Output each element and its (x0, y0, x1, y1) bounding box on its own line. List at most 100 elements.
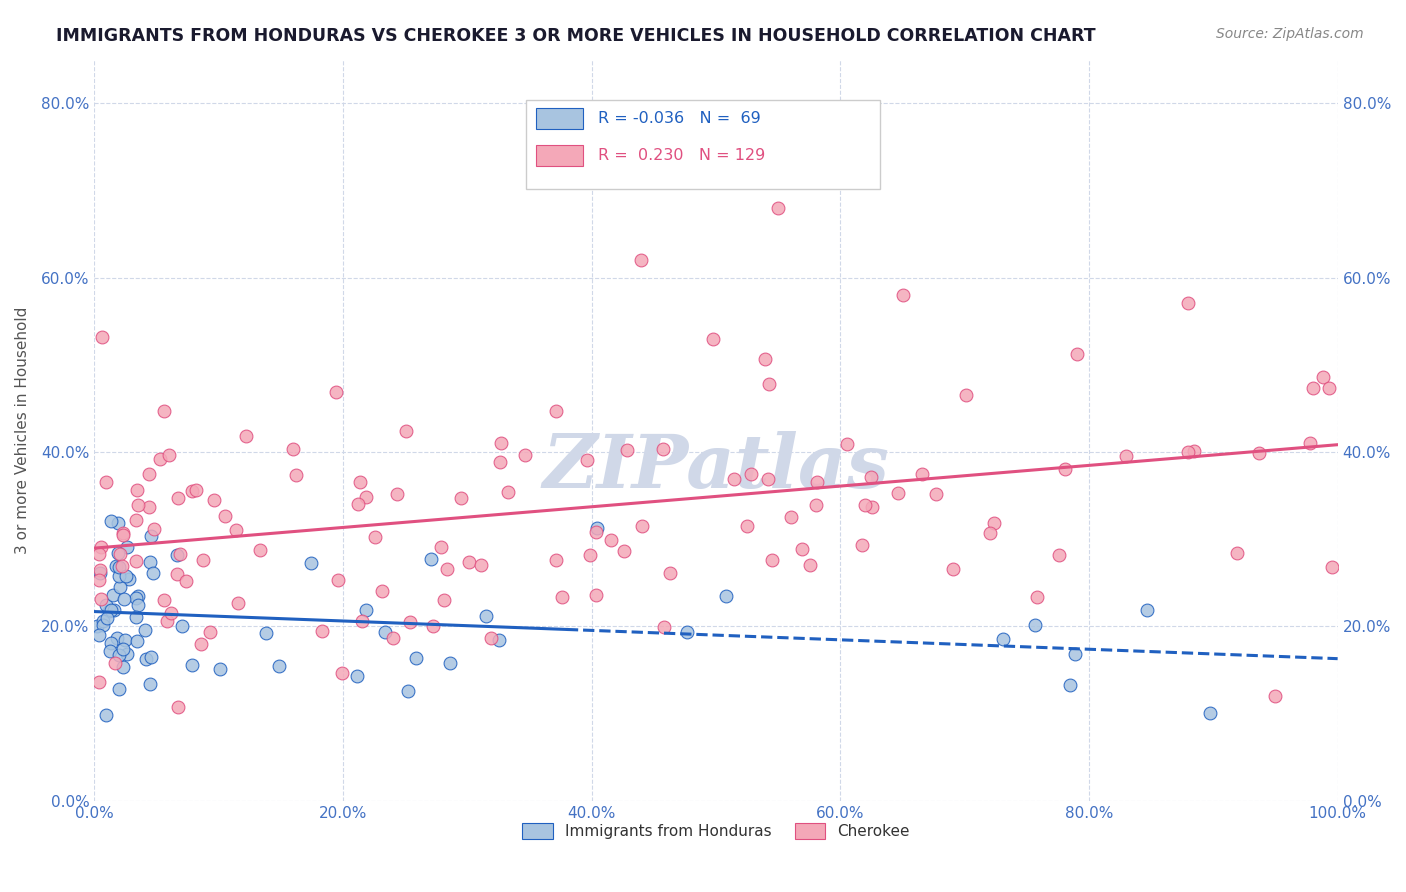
Point (436, 562, 458, 576)
Point (103, 603, 125, 617)
Point (1177, 296, 1199, 310)
Point (399, 615, 422, 629)
Point (125, 634, 148, 648)
FancyBboxPatch shape (536, 108, 583, 128)
Point (1026, 591, 1049, 605)
Point (98, 604, 121, 618)
Point (1312, 369, 1334, 384)
Point (470, 558, 492, 573)
Point (659, 566, 682, 581)
Point (254, 626, 277, 640)
Point (579, 548, 602, 562)
Point (346, 669, 368, 683)
Point (117, 648, 139, 662)
Point (125, 483, 148, 498)
Point (371, 584, 394, 599)
Point (631, 518, 654, 533)
Point (859, 470, 882, 484)
Point (475, 609, 498, 624)
Point (89, 566, 111, 580)
Point (112, 641, 135, 656)
Point (86, 619, 108, 633)
Point (142, 566, 165, 581)
Point (96, 611, 118, 625)
Point (652, 620, 675, 634)
Point (1322, 560, 1344, 574)
Point (127, 598, 149, 612)
Point (214, 508, 236, 523)
Point (139, 677, 162, 691)
Point (352, 614, 374, 628)
Point (100, 636, 122, 650)
Text: IMMIGRANTS FROM HONDURAS VS CHEROKEE 3 OR MORE VEHICLES IN HOUSEHOLD CORRELATION: IMMIGRANTS FROM HONDURAS VS CHEROKEE 3 O… (56, 27, 1095, 45)
Point (108, 580, 131, 594)
Point (585, 524, 607, 539)
Point (90, 329, 112, 343)
Point (983, 516, 1005, 530)
Point (374, 624, 396, 639)
Point (433, 592, 456, 607)
Point (496, 485, 519, 500)
Point (328, 573, 350, 587)
Point (1199, 706, 1222, 721)
Point (101, 588, 124, 602)
Point (439, 657, 461, 671)
Point (942, 561, 965, 575)
Point (1066, 347, 1088, 361)
Point (1249, 445, 1271, 459)
Point (226, 596, 249, 610)
Point (105, 631, 128, 645)
Point (107, 546, 129, 560)
Point (991, 632, 1014, 646)
Point (108, 648, 131, 662)
Point (138, 500, 160, 514)
Point (94, 475, 117, 489)
Point (405, 650, 427, 665)
Point (546, 553, 568, 567)
Legend: Immigrants from Honduras, Cherokee: Immigrants from Honduras, Cherokee (516, 817, 915, 845)
Point (385, 487, 408, 501)
Point (299, 556, 322, 570)
Point (543, 140, 565, 154)
Point (169, 547, 191, 561)
Point (491, 436, 513, 450)
Point (167, 700, 190, 714)
Point (325, 385, 347, 400)
Point (111, 558, 134, 573)
Point (887, 486, 910, 500)
Point (124, 554, 146, 568)
Point (152, 404, 174, 418)
Point (193, 553, 215, 567)
Point (170, 619, 193, 633)
Point (1302, 381, 1324, 395)
Point (599, 533, 621, 548)
Point (166, 548, 188, 562)
Point (488, 632, 510, 647)
Point (481, 631, 503, 645)
Point (157, 448, 180, 462)
Point (267, 658, 290, 673)
Point (87, 573, 110, 587)
Point (716, 590, 738, 604)
Point (115, 569, 138, 583)
Point (167, 491, 190, 506)
Point (851, 538, 873, 552)
Point (1024, 618, 1046, 632)
Point (740, 467, 762, 482)
Point (139, 555, 162, 569)
Point (125, 513, 148, 527)
Point (100, 514, 122, 528)
Point (112, 591, 135, 606)
Point (180, 657, 202, 672)
Point (114, 632, 136, 647)
Point (1059, 678, 1081, 692)
Point (112, 528, 135, 542)
Point (613, 543, 636, 558)
Point (181, 484, 204, 499)
Point (174, 574, 197, 589)
Point (107, 516, 129, 530)
Point (1063, 648, 1085, 662)
Point (127, 499, 149, 513)
Point (1053, 461, 1076, 475)
Point (94, 708, 117, 723)
